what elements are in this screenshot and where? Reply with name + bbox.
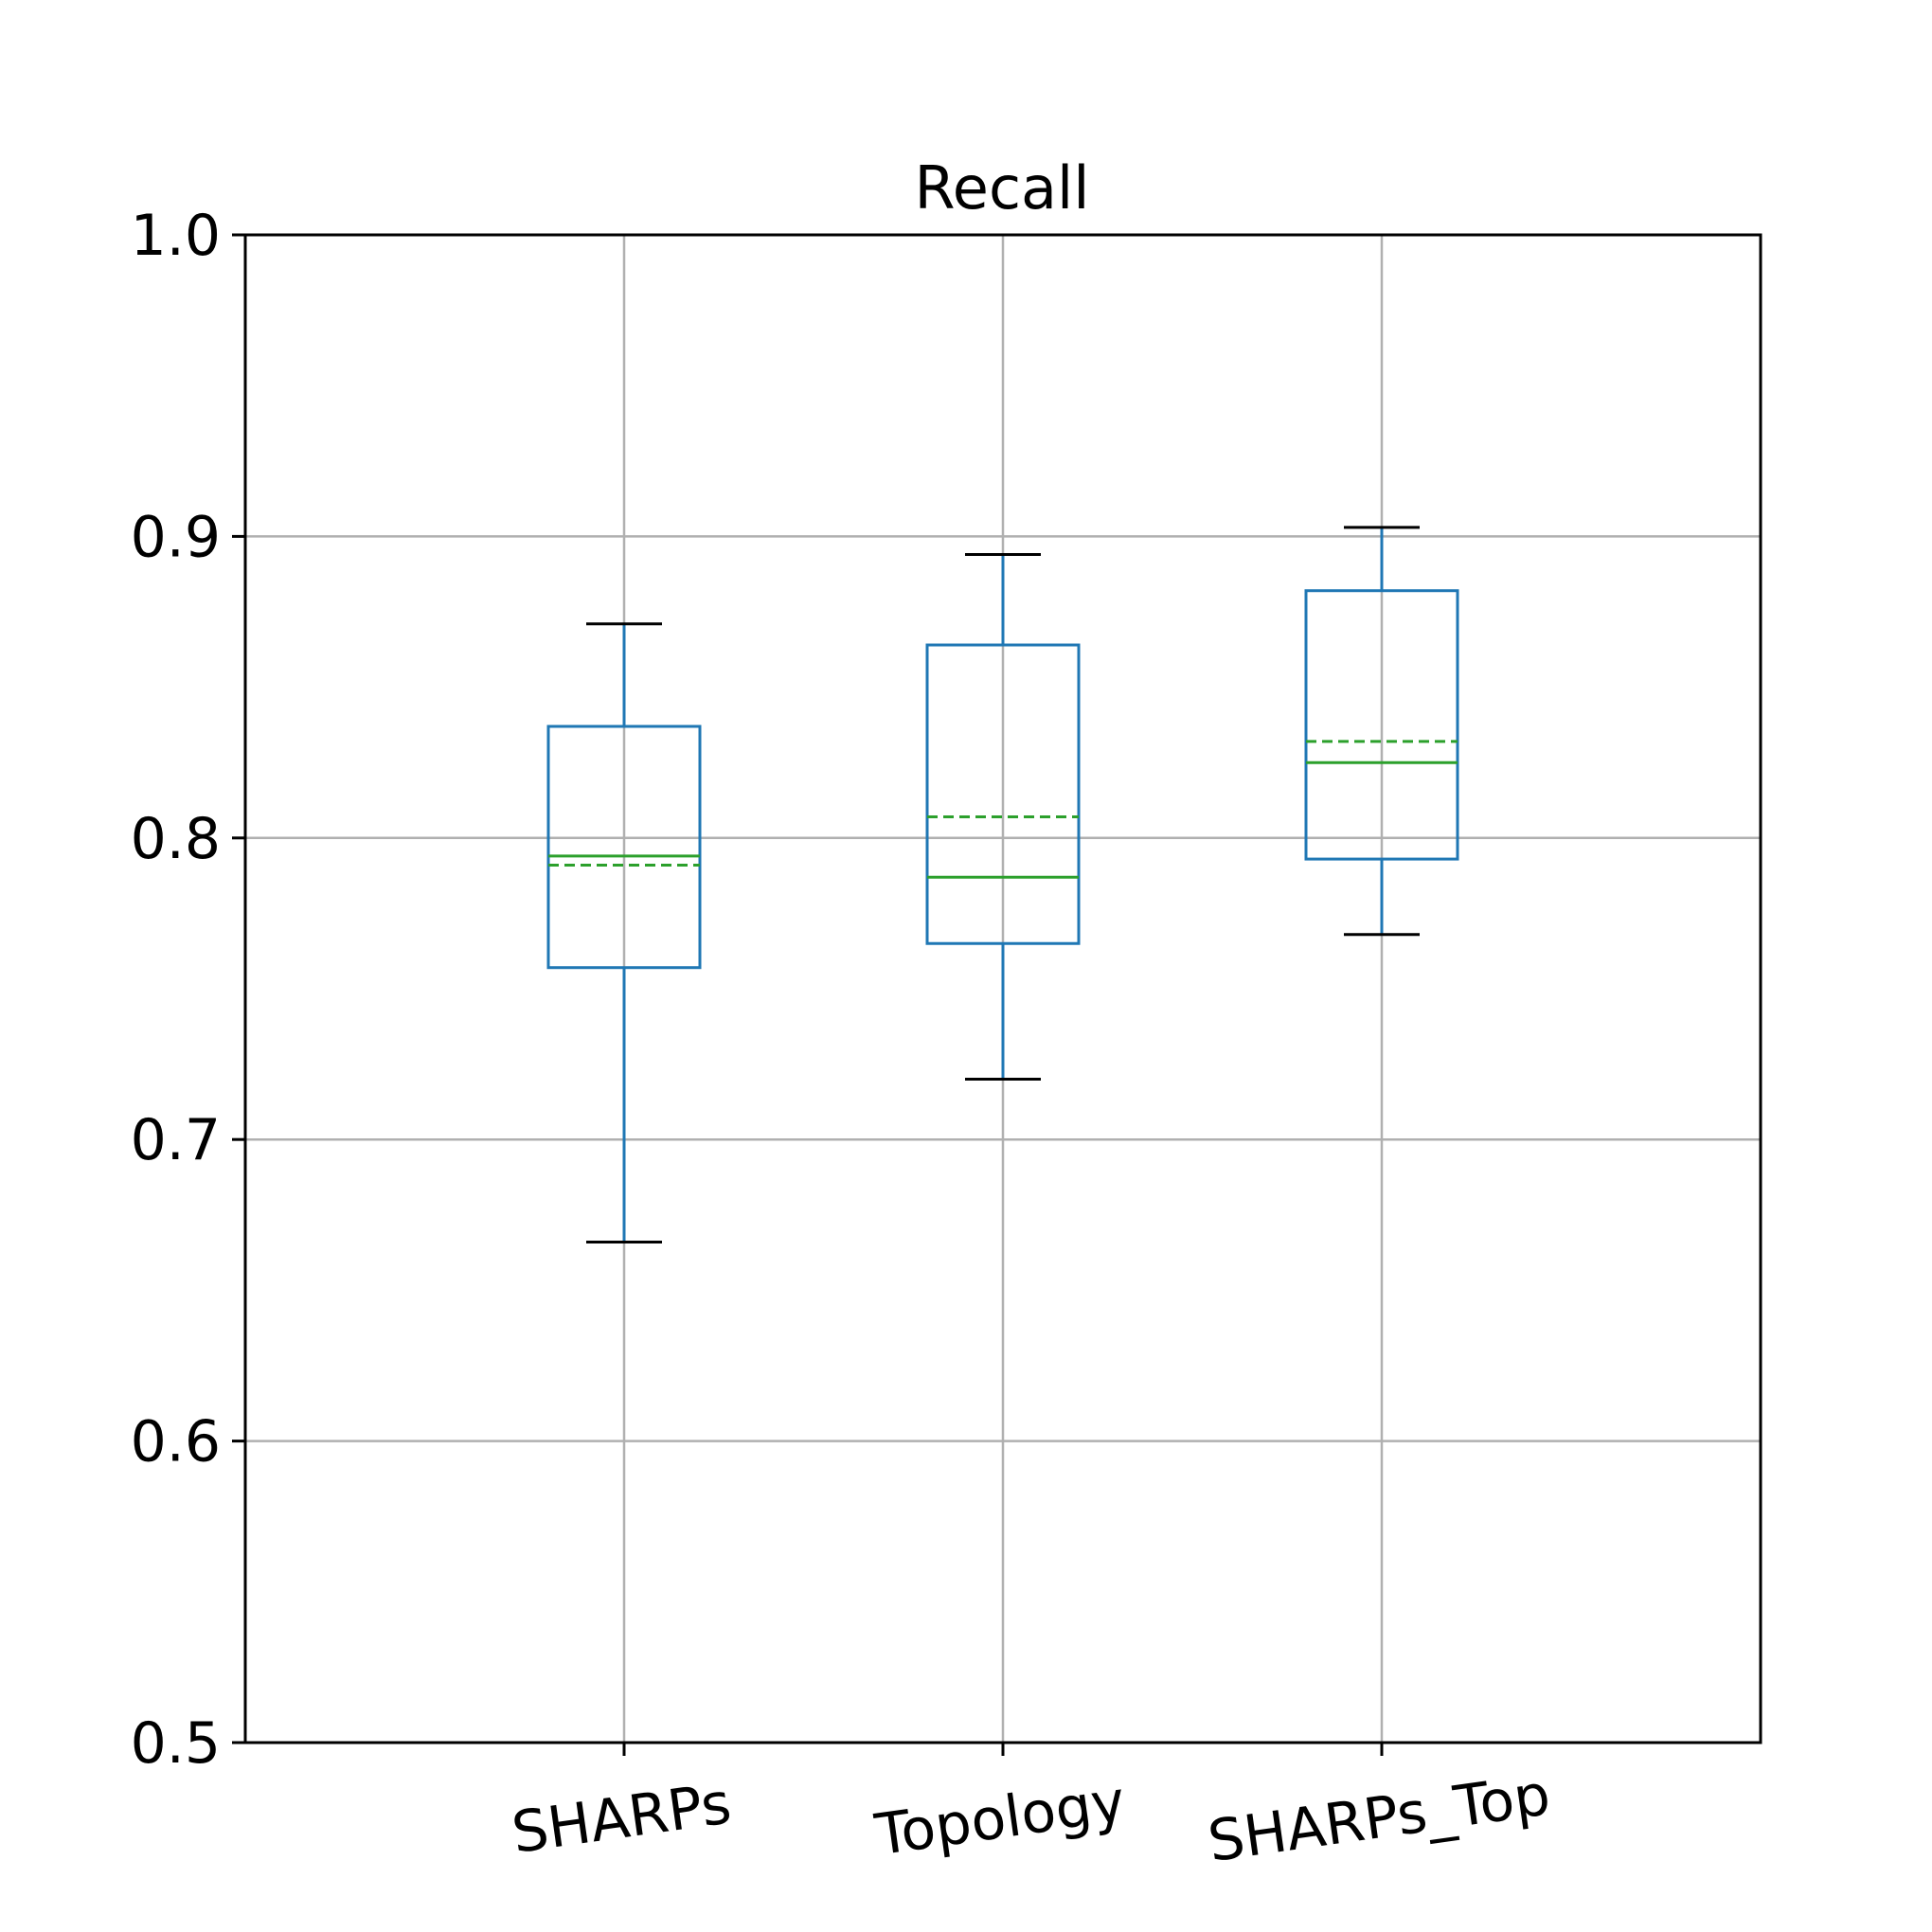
y-tick-label: 0.6 — [131, 1409, 221, 1476]
y-tick-label: 0.5 — [131, 1710, 221, 1777]
box-group — [1304, 526, 1459, 937]
box-iqr — [925, 643, 1081, 945]
y-tick-label: 1.0 — [131, 203, 221, 269]
y-tick-label: 0.9 — [131, 504, 221, 570]
box-group — [546, 622, 702, 1243]
box-iqr — [1304, 589, 1459, 861]
box-iqr — [546, 724, 702, 970]
box-layer — [546, 526, 1459, 1243]
y-tick-label: 0.8 — [131, 806, 221, 872]
y-tick-label: 0.7 — [131, 1107, 221, 1173]
box-group — [925, 553, 1081, 1082]
chart-title: Recall — [915, 153, 1090, 223]
